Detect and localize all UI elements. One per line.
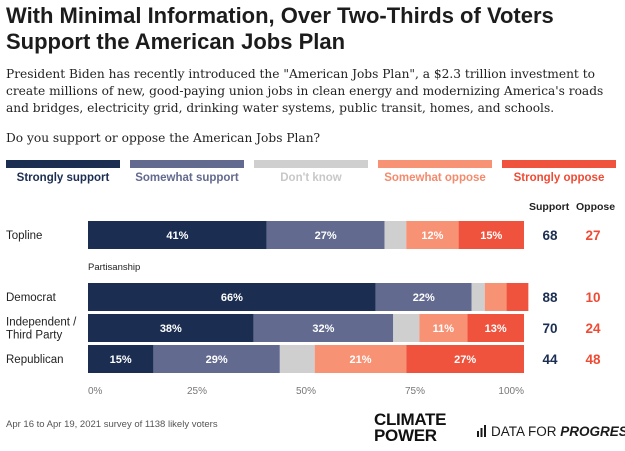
footer-note: Apr 16 to Apr 19, 2021 survey of 1138 li… bbox=[6, 419, 218, 430]
bar-segment bbox=[406, 221, 459, 249]
bar-segment bbox=[375, 283, 472, 311]
bar-segment bbox=[506, 283, 529, 311]
x-tick-label: 0% bbox=[88, 386, 103, 397]
x-tick-label: 100% bbox=[498, 386, 524, 397]
oppose-header: Oppose bbox=[576, 201, 616, 213]
section-label: Partisanship bbox=[88, 262, 140, 273]
intro-text: President Biden has recently introduced … bbox=[6, 67, 604, 115]
support-header: Support bbox=[529, 201, 570, 213]
bar-chart-icon bbox=[477, 425, 486, 437]
bar-segment bbox=[467, 314, 524, 342]
legend-label-2: Don't know bbox=[280, 172, 342, 184]
data-label: 41% bbox=[166, 230, 188, 242]
bar-segment bbox=[458, 221, 524, 249]
support-value: 70 bbox=[542, 321, 557, 336]
data-label: 66% bbox=[221, 292, 243, 304]
data-label: 22% bbox=[413, 292, 435, 304]
data-label: 12% bbox=[421, 230, 443, 242]
bar-segment bbox=[88, 314, 254, 342]
climate-power-logo-line1: CLIMATE bbox=[374, 410, 447, 429]
data-label: 27% bbox=[454, 354, 476, 366]
data-label: 11% bbox=[433, 323, 455, 335]
category-label: Topline bbox=[6, 230, 42, 242]
climate-power-logo: CLIMATE POWER bbox=[374, 410, 447, 445]
x-tick-label: 75% bbox=[405, 386, 425, 397]
legend-swatch-0 bbox=[6, 160, 120, 168]
legend-swatch-2 bbox=[254, 160, 368, 168]
bar-segment bbox=[471, 283, 485, 311]
category-label: Republican bbox=[6, 354, 64, 366]
data-for-progress-logo: DATA FOR PROGRESS bbox=[476, 424, 625, 439]
legend-label-3: Somewhat oppose bbox=[384, 172, 486, 184]
data-label: 15% bbox=[110, 354, 132, 366]
support-value: 44 bbox=[542, 352, 558, 367]
legend-label-1: Somewhat support bbox=[135, 172, 239, 184]
x-tick-label: 25% bbox=[187, 386, 207, 397]
data-label: 32% bbox=[312, 323, 334, 335]
data-label: 15% bbox=[480, 230, 502, 242]
bar-segment bbox=[266, 221, 385, 249]
bar-segment bbox=[253, 314, 394, 342]
dfp-logo-emph: PROGRESS bbox=[560, 424, 625, 439]
dfp-logo-prefix: DATA FOR bbox=[491, 424, 561, 439]
oppose-value: 10 bbox=[585, 290, 600, 305]
bar-segment bbox=[88, 221, 267, 249]
bar-segment bbox=[384, 221, 407, 249]
x-tick-label: 50% bbox=[296, 386, 316, 397]
bar-segment bbox=[153, 345, 280, 373]
data-label: 21% bbox=[349, 354, 371, 366]
climate-power-logo-line2: POWER bbox=[374, 426, 437, 445]
category-label: Independent / bbox=[6, 317, 77, 329]
category-label: Third Party bbox=[6, 330, 62, 342]
legend-swatch-4 bbox=[502, 160, 616, 168]
support-value: 68 bbox=[542, 228, 558, 243]
bar-segment bbox=[406, 345, 524, 373]
chart-title: With Minimal Information, Over Two-Third… bbox=[6, 3, 554, 54]
bar-segment bbox=[393, 314, 420, 342]
bar-segment bbox=[279, 345, 315, 373]
data-label: 13% bbox=[485, 323, 507, 335]
bar-segment bbox=[88, 345, 154, 373]
legend-label-4: Strongly oppose bbox=[513, 172, 605, 184]
data-label: 29% bbox=[206, 354, 228, 366]
legend-label-0: Strongly support bbox=[16, 172, 110, 184]
oppose-value: 24 bbox=[585, 321, 601, 336]
oppose-value: 27 bbox=[585, 228, 600, 243]
question-text: Do you support or oppose the American Jo… bbox=[6, 131, 321, 145]
data-label: 38% bbox=[160, 323, 182, 335]
legend-swatch-1 bbox=[130, 160, 244, 168]
bar-segment bbox=[314, 345, 407, 373]
oppose-value: 48 bbox=[585, 352, 601, 367]
data-label: 27% bbox=[315, 230, 337, 242]
support-value: 88 bbox=[542, 290, 558, 305]
bar-segment bbox=[88, 283, 376, 311]
bar-segment bbox=[419, 314, 468, 342]
bar-segment bbox=[484, 283, 507, 311]
category-label: Democrat bbox=[6, 292, 57, 304]
legend-swatch-3 bbox=[378, 160, 492, 168]
